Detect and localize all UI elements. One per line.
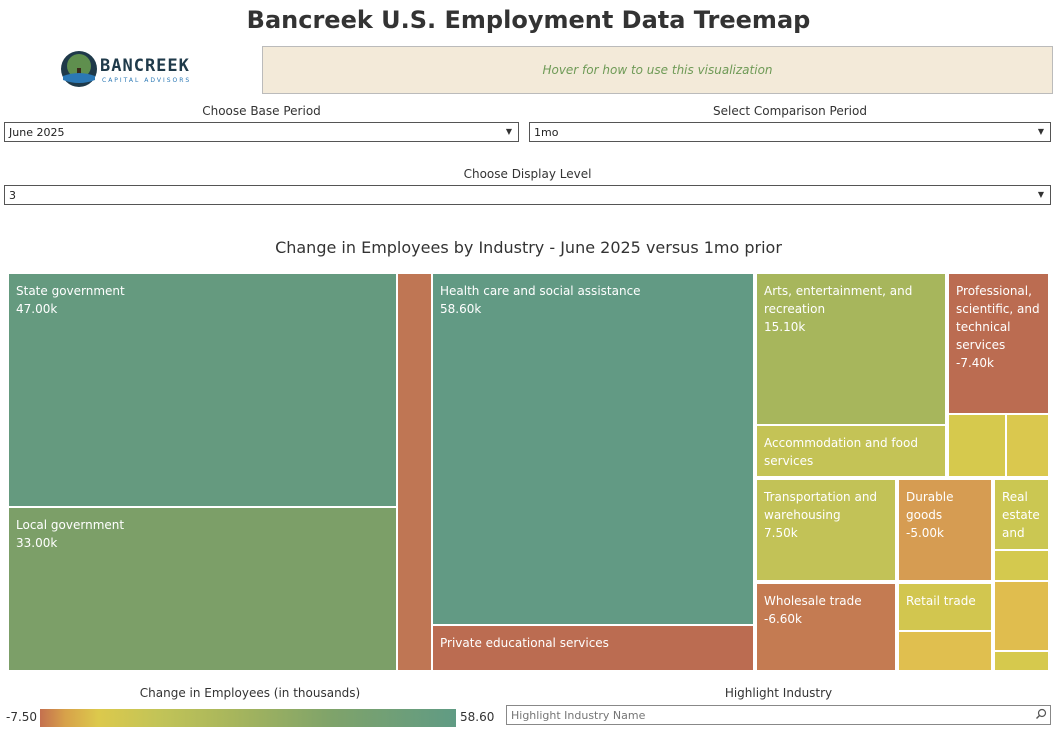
base-period-select[interactable]: June 2025 ▼ <box>4 122 519 142</box>
tile-value: -6.60k <box>764 612 802 626</box>
tile-value: -5.00k <box>906 526 944 540</box>
display-level-value: 3 <box>9 189 16 202</box>
tile-label: Health care and social assistance <box>440 284 641 298</box>
tile-transportation-warehousing[interactable]: Transportation and warehousing 7.50k <box>756 479 896 581</box>
chart-title: Change in Employees by Industry - June 2… <box>275 238 782 257</box>
tile-label: Real estate and <box>1002 490 1040 540</box>
help-hover-box[interactable]: Hover for how to use this visualization <box>262 46 1053 94</box>
tile-value: 47.00k <box>16 302 58 316</box>
industry-treemap: State government 47.00k Local government… <box>8 273 1049 671</box>
comparison-period-select[interactable]: 1mo ▼ <box>529 122 1051 142</box>
tile-private-educational-services[interactable]: Private educational services <box>432 625 754 671</box>
tree-logo-icon <box>61 51 97 87</box>
tile-arts-entertainment-recreation[interactable]: Arts, entertainment, and recreation 15.1… <box>756 273 946 425</box>
tile-unlabeled-small[interactable] <box>994 581 1049 651</box>
tile-label: Transportation and warehousing <box>764 490 878 522</box>
display-level-label: Choose Display Level <box>463 167 592 181</box>
tile-label: Wholesale trade <box>764 594 862 608</box>
logo-tagline: CAPITAL ADVISORS <box>102 77 192 84</box>
dropdown-arrow-icon: ▼ <box>1037 127 1044 136</box>
dropdown-arrow-icon: ▼ <box>505 127 512 136</box>
tile-accommodation-food-services[interactable]: Accommodation and food services <box>756 425 946 477</box>
tile-unlabeled-small[interactable] <box>948 414 1006 477</box>
tile-label: Retail trade <box>906 594 976 608</box>
tile-label: Professional, scientific, and technical … <box>956 284 1040 352</box>
search-icon[interactable] <box>1035 708 1047 720</box>
tile-health-care[interactable]: Health care and social assistance 58.60k <box>432 273 754 625</box>
tile-label: State government <box>16 284 125 298</box>
comparison-period-label: Select Comparison Period <box>713 104 867 118</box>
tile-label: Durable goods <box>906 490 954 522</box>
legend-min: -7.50 <box>6 710 38 724</box>
tile-label: Arts, entertainment, and recreation <box>764 284 913 316</box>
tile-value: 7.50k <box>764 526 798 540</box>
tile-value: -7.40k <box>956 356 994 370</box>
tile-value: 58.60k <box>440 302 482 316</box>
tile-value: 15.10k <box>764 320 806 334</box>
base-period-label: Choose Base Period <box>202 104 321 118</box>
tile-label: Accommodation and food services <box>764 436 918 468</box>
tile-label: Private educational services <box>440 636 609 650</box>
tile-label: Local government <box>16 518 125 532</box>
page-title: Bancreek U.S. Employment Data Treemap <box>246 6 811 34</box>
tile-unlabeled-small[interactable] <box>994 550 1049 581</box>
highlight-industry-input[interactable] <box>506 705 1051 725</box>
help-text: Hover for how to use this visualization <box>542 63 773 77</box>
tile-state-government[interactable]: State government 47.00k <box>8 273 397 507</box>
tile-value: 33.00k <box>16 536 58 550</box>
legend-max: 58.60 <box>460 710 495 724</box>
bancreek-logo: BANCREEK CAPITAL ADVISORS <box>60 50 210 94</box>
tile-durable-goods[interactable]: Durable goods -5.00k <box>898 479 992 581</box>
tile-retail-trade[interactable]: Retail trade <box>898 583 992 631</box>
dropdown-arrow-icon: ▼ <box>1037 190 1044 199</box>
tile-professional-scientific-technical[interactable]: Professional, scientific, and technical … <box>948 273 1049 414</box>
comparison-period-value: 1mo <box>534 126 559 139</box>
color-legend-gradient <box>40 709 456 727</box>
legend-label: Change in Employees (in thousands) <box>139 686 361 700</box>
tile-unlabeled-small[interactable] <box>1006 414 1049 477</box>
tile-unlabeled-small[interactable] <box>898 631 992 671</box>
tile-real-estate[interactable]: Real estate and <box>994 479 1049 550</box>
tile-unlabeled-small[interactable] <box>994 651 1049 671</box>
tile-wholesale-trade[interactable]: Wholesale trade -6.60k <box>756 583 896 671</box>
tile-unlabeled-strip[interactable] <box>397 273 432 671</box>
logo-wordmark: BANCREEK <box>100 56 190 76</box>
tile-local-government[interactable]: Local government 33.00k <box>8 507 397 671</box>
display-level-select[interactable]: 3 ▼ <box>4 185 1051 205</box>
base-period-value: June 2025 <box>9 126 65 139</box>
highlight-industry-label: Highlight Industry <box>724 686 833 700</box>
